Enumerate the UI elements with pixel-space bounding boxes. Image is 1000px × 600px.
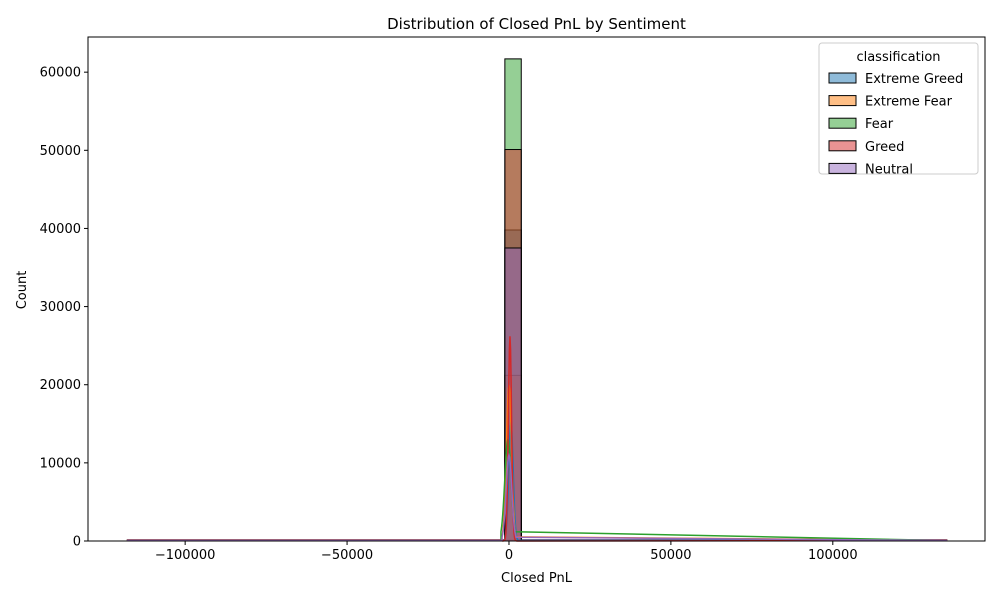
kde-curve-fear	[126, 437, 948, 542]
kde-curve-extreme-greed	[126, 422, 948, 542]
y-tick-label-1: 10000	[40, 456, 81, 471]
legend: classification Extreme Greed Extreme Fear F…	[818, 42, 979, 177]
y-tick-label-2: 20000	[40, 378, 81, 393]
legend-label-fear: Fear	[865, 117, 894, 132]
x-tick-label-2: 0	[505, 548, 513, 563]
plot-area	[87, 36, 986, 542]
y-tick-label-0: 0	[73, 535, 81, 550]
y-axis-label: Count	[15, 271, 30, 310]
legend-label-extreme-fear: Extreme Fear	[865, 95, 953, 110]
x-tick-label-1: −50000	[321, 548, 373, 563]
y-tick-label-3: 30000	[40, 300, 81, 315]
legend-label-neutral: Neutral	[865, 162, 913, 177]
legend-label-greed: Greed	[865, 140, 904, 155]
legend-label-extreme-greed: Extreme Greed	[865, 72, 963, 87]
x-axis-label: Closed PnL	[501, 571, 573, 586]
plot-frame	[87, 36, 986, 542]
legend-title: classification	[856, 50, 940, 65]
chart-title: Distribution of Closed PnL by Sentiment	[387, 15, 686, 33]
y-tick-label-5: 50000	[40, 144, 81, 159]
legend-swatch-fear	[828, 117, 857, 129]
kde-curve-extreme-fear	[126, 384, 948, 542]
y-tick-label-4: 40000	[40, 222, 81, 237]
legend-swatch-extreme-greed	[828, 72, 857, 84]
legend-swatch-neutral	[828, 162, 857, 174]
x-tick-label-4: 100000	[808, 548, 858, 563]
y-axis: 0 10000 20000 30000 40000 50000 60000	[40, 66, 88, 550]
kde-curve-neutral	[126, 452, 948, 542]
legend-swatch-extreme-fear	[828, 95, 857, 107]
x-tick-label-0: −100000	[155, 548, 216, 563]
y-tick-label-6: 60000	[40, 66, 81, 81]
x-tick-label-3: 50000	[650, 548, 691, 563]
legend-swatch-greed	[828, 140, 857, 152]
legend-box	[818, 42, 979, 175]
kde-curve-greed	[126, 336, 948, 542]
x-axis: −100000 −50000 0 50000 100000	[155, 541, 858, 563]
